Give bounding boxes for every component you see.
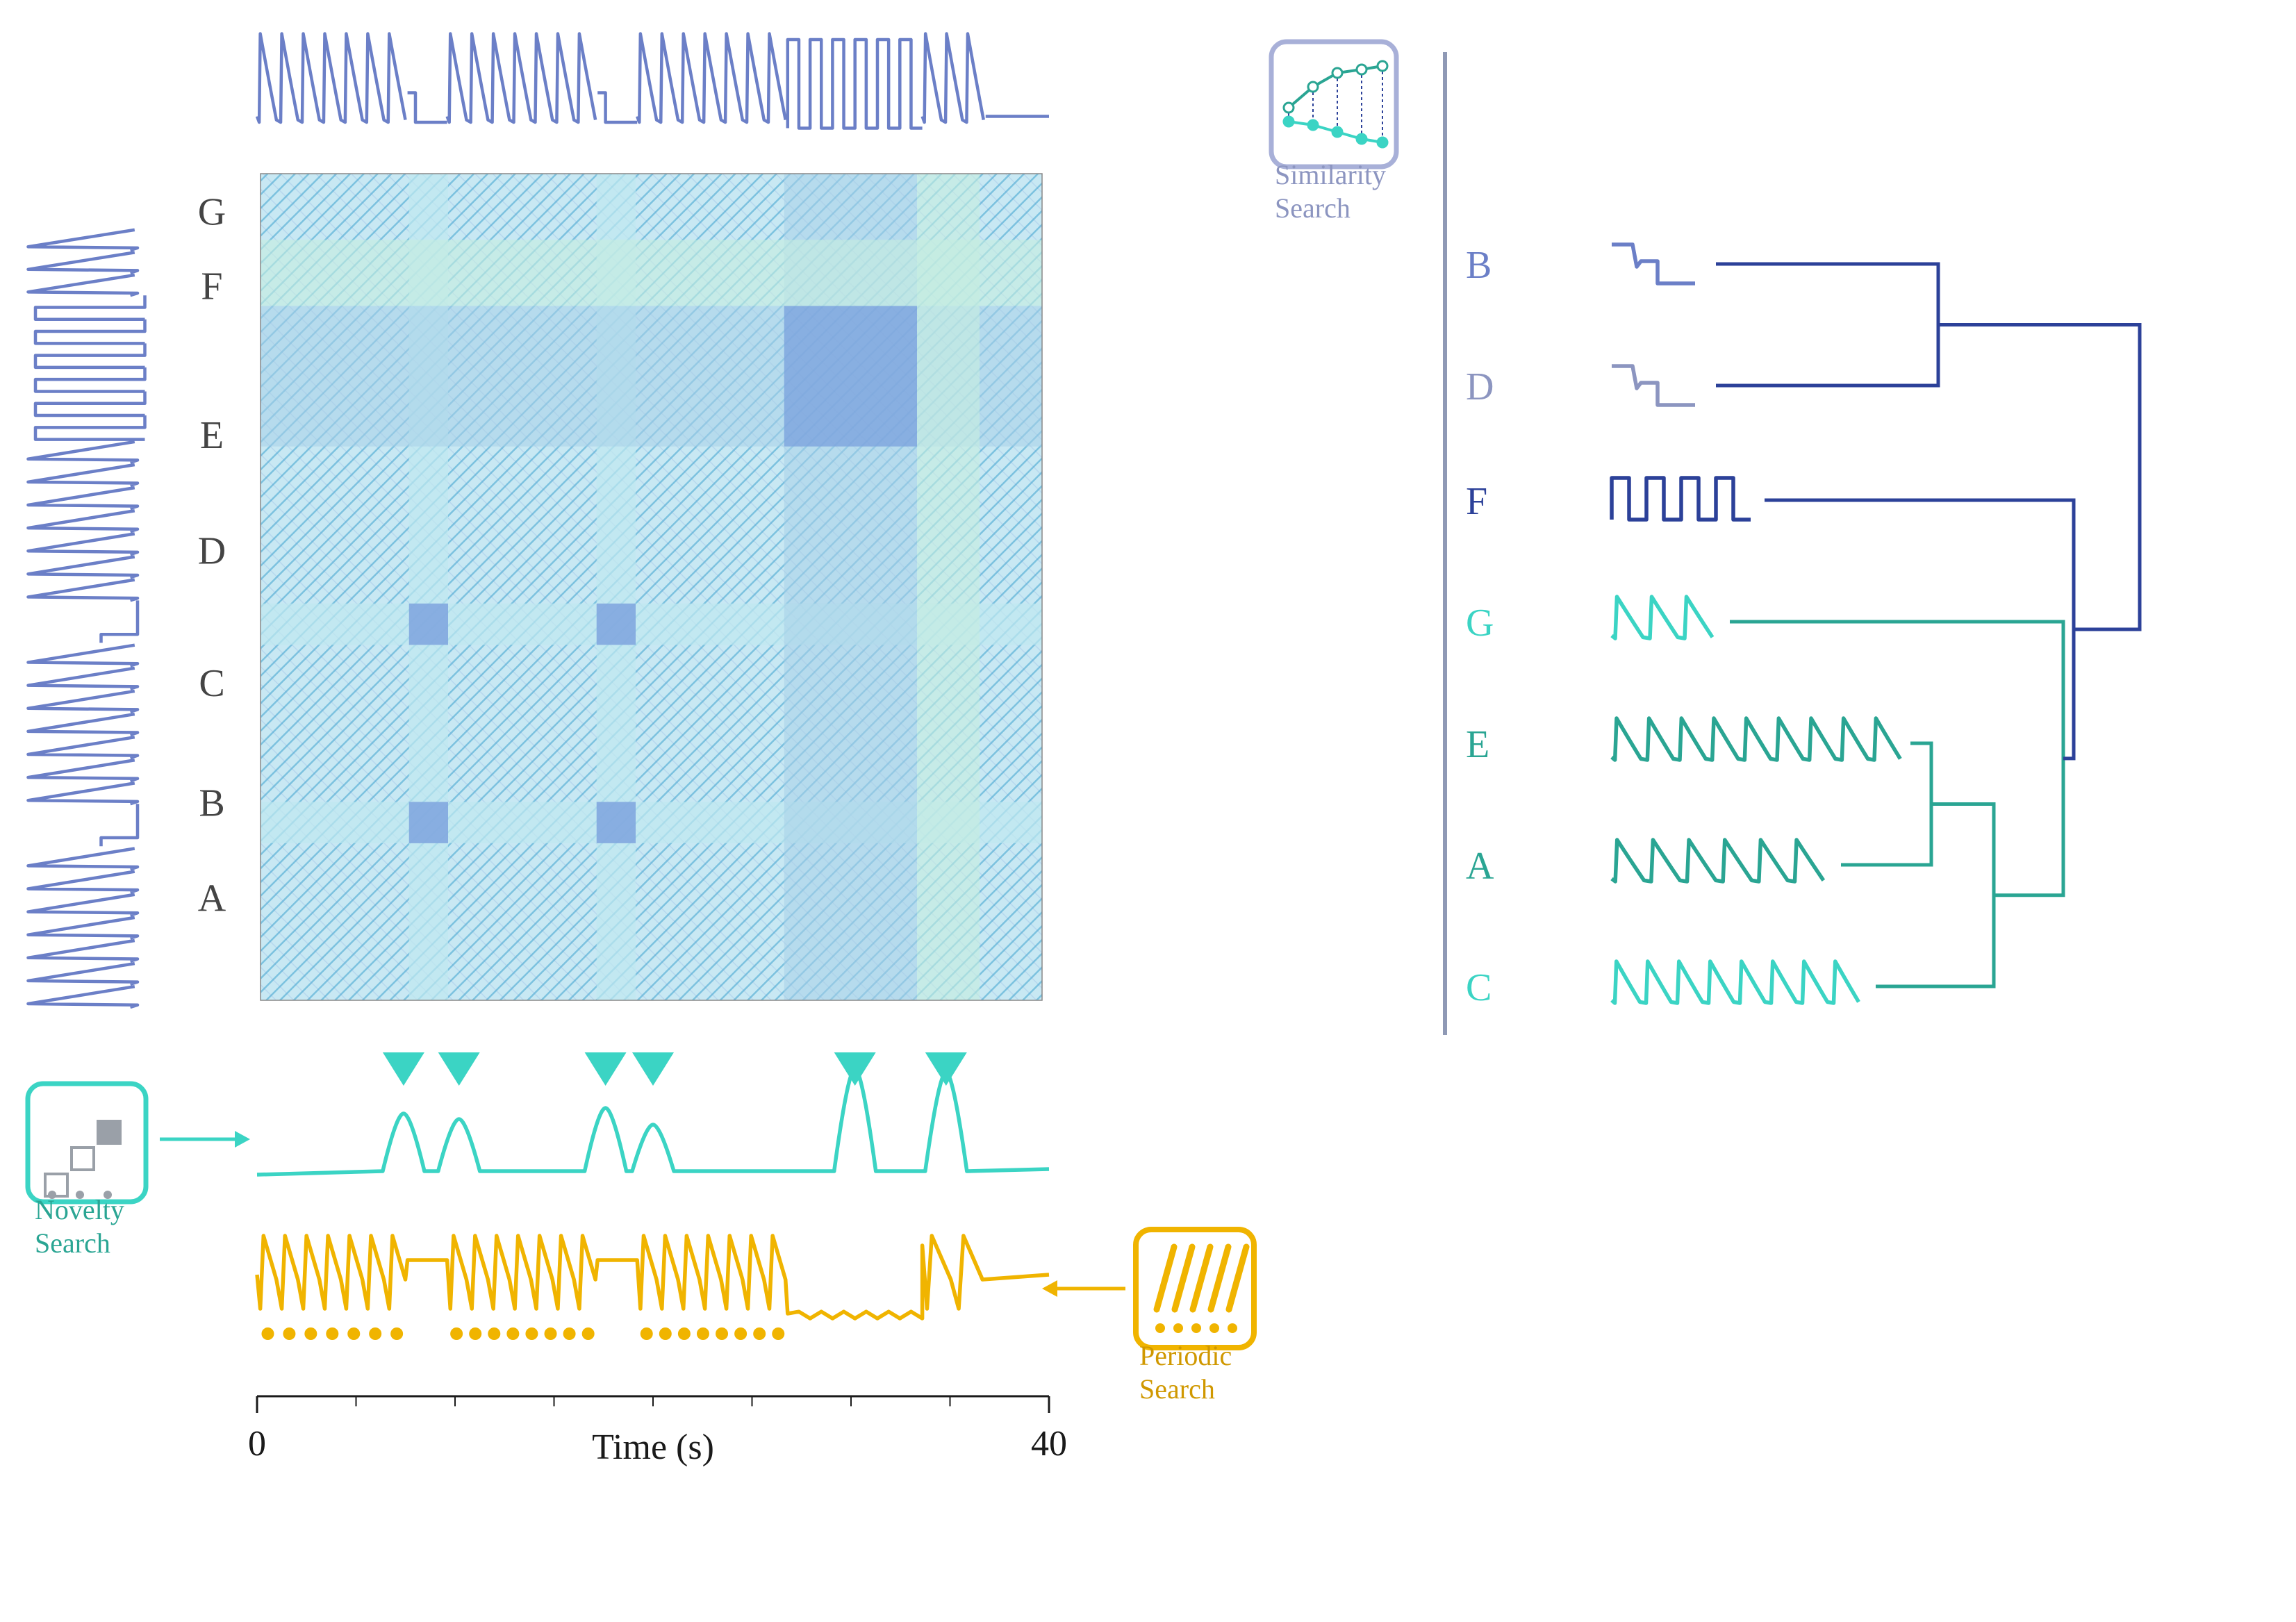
dendro-label: D [1466, 365, 1494, 408]
periodic-dot [582, 1327, 595, 1340]
left-signal [28, 230, 145, 1007]
periodic-icon-dot [1173, 1323, 1183, 1333]
periodic-dot [304, 1327, 317, 1340]
y-axis-label: E [200, 414, 224, 457]
matrix-block [409, 802, 448, 843]
periodic-icon-dot [1228, 1323, 1237, 1333]
periodic-curve [257, 1236, 1049, 1318]
dendro-branch [1730, 622, 2063, 895]
novelty-peak-marker [383, 1052, 424, 1086]
time-axis-label: Time (s) [592, 1427, 714, 1467]
matrix-block [597, 604, 636, 645]
matrix-band [917, 174, 980, 1000]
matrix-block [597, 802, 636, 843]
periodic-dot [525, 1327, 538, 1340]
periodic-dot [641, 1327, 653, 1340]
novelty-label: Novelty [35, 1194, 124, 1225]
periodic-icon-dot [1155, 1323, 1165, 1333]
periodic-dot [506, 1327, 519, 1340]
y-axis-label: C [199, 662, 224, 705]
similarity-icon-dot [1284, 117, 1294, 126]
dendro-label: G [1466, 602, 1494, 645]
similarity-label: Similarity [1275, 159, 1386, 190]
periodic-dot [659, 1327, 672, 1340]
periodic-dot [261, 1327, 274, 1340]
periodic-dot [469, 1327, 481, 1340]
similarity-icon-dot [1357, 65, 1366, 74]
periodic-dot [369, 1327, 381, 1340]
periodic-dot [545, 1327, 557, 1340]
novelty-icon-square [98, 1121, 120, 1143]
y-axis-label: B [199, 781, 224, 825]
novelty-peak-marker [438, 1052, 480, 1086]
similarity-icon-dot [1378, 61, 1387, 71]
dendro-waveform [1612, 597, 1712, 638]
periodic-dot [734, 1327, 747, 1340]
similarity-icon-dot [1308, 82, 1318, 92]
dendro-branch [1841, 743, 1931, 865]
dendro-waveform [1612, 840, 1824, 882]
periodic-icon-dot [1209, 1323, 1219, 1333]
novelty-peak-marker [632, 1052, 674, 1086]
periodic-dot [697, 1327, 709, 1340]
similarity-icon-dot [1284, 103, 1294, 113]
top-signal [257, 34, 1049, 129]
dendro-waveform [1612, 245, 1695, 283]
y-axis-label: A [198, 877, 226, 920]
novelty-label: Search [35, 1227, 110, 1259]
dendro-waveform [1612, 961, 1859, 1003]
dendro-label: B [1466, 244, 1492, 287]
novelty-peak-marker [585, 1052, 627, 1086]
similarity-icon-dot [1308, 120, 1318, 130]
periodic-arrow-head [1042, 1280, 1057, 1297]
similarity-label: Search [1275, 192, 1351, 224]
dendro-label: A [1466, 845, 1494, 888]
novelty-peak-marker [925, 1052, 967, 1086]
periodic-dot [326, 1327, 338, 1340]
periodic-dot [716, 1327, 728, 1340]
matrix-block [784, 306, 917, 446]
dendro-waveform [1612, 718, 1900, 760]
dendro-waveform [1612, 478, 1751, 520]
y-axis-label: G [198, 191, 226, 234]
periodic-dot [347, 1327, 360, 1340]
dendro-branch [1938, 325, 2140, 629]
dendro-label: C [1466, 966, 1492, 1009]
similarity-icon-dot [1378, 138, 1387, 147]
periodic-dot [390, 1327, 403, 1340]
periodic-label: Periodic [1139, 1340, 1232, 1371]
periodic-dot [283, 1327, 295, 1340]
y-axis-label: F [201, 265, 222, 308]
periodic-dot [488, 1327, 500, 1340]
similarity-icon-dot [1357, 134, 1366, 144]
y-axis-label: D [198, 529, 226, 572]
periodic-dot [753, 1327, 766, 1340]
dendro-branch [1716, 264, 1938, 386]
periodic-label: Search [1139, 1373, 1215, 1405]
periodic-dot [678, 1327, 691, 1340]
similarity-icon-dot [1332, 68, 1342, 78]
time-axis-start: 0 [248, 1424, 266, 1464]
novelty-peak-marker [834, 1052, 876, 1086]
time-axis-end: 40 [1031, 1424, 1067, 1464]
periodic-dot [563, 1327, 576, 1340]
novelty-arrow-head [235, 1131, 250, 1148]
dendro-label: F [1466, 480, 1487, 523]
periodic-icon-dot [1191, 1323, 1201, 1333]
dendro-branch [1876, 804, 1994, 987]
similarity-icon-dot [1332, 127, 1342, 137]
periodic-dot [450, 1327, 463, 1340]
periodic-dot [772, 1327, 784, 1340]
dendro-waveform [1612, 366, 1695, 405]
matrix-block [409, 604, 448, 645]
dendro-label: E [1466, 723, 1489, 766]
